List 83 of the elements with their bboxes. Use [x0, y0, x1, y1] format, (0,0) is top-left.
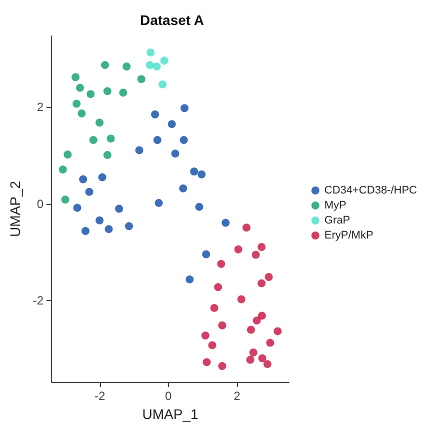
- x-axis-title: UMAP_1: [142, 406, 199, 422]
- point: [73, 204, 82, 212]
- point: [210, 304, 218, 312]
- point: [98, 173, 106, 182]
- point: [106, 134, 115, 143]
- point: [78, 109, 86, 118]
- point: [146, 48, 155, 56]
- point: [104, 225, 113, 234]
- point: [217, 260, 226, 268]
- point: [72, 100, 81, 108]
- point: [252, 316, 261, 325]
- point: [135, 146, 144, 154]
- point: [274, 327, 282, 336]
- point: [198, 170, 206, 178]
- point: [89, 136, 98, 144]
- point: [86, 90, 95, 98]
- point: [252, 250, 260, 259]
- point: [222, 218, 230, 227]
- point: [168, 120, 176, 128]
- point: [61, 196, 70, 204]
- point: [249, 348, 258, 356]
- chart-title: Dataset A: [140, 12, 204, 28]
- point: [160, 56, 168, 65]
- point: [180, 104, 189, 112]
- point: [242, 224, 251, 232]
- point: [258, 242, 266, 251]
- point: [76, 84, 84, 92]
- point: [214, 283, 222, 292]
- point: [263, 360, 272, 368]
- point: [201, 332, 210, 340]
- point: [246, 356, 254, 364]
- point: [137, 75, 146, 84]
- y-tick-label: -2: [32, 294, 44, 308]
- point: [258, 312, 266, 320]
- legend-label: CD34+CD38-/HPC: [324, 184, 418, 196]
- point: [154, 198, 163, 207]
- point: [258, 354, 266, 362]
- legend-label: MyP: [324, 200, 346, 212]
- x-tick-label: -2: [94, 389, 106, 403]
- point: [146, 61, 154, 70]
- point: [96, 118, 104, 127]
- point: [64, 150, 72, 159]
- point: [179, 184, 188, 192]
- point: [171, 150, 180, 158]
- point: [218, 321, 226, 330]
- point: [122, 62, 131, 70]
- point: [186, 275, 194, 284]
- point: [151, 110, 160, 118]
- point: [153, 136, 162, 144]
- point: [152, 62, 161, 70]
- point: [81, 227, 90, 236]
- point: [208, 341, 216, 350]
- point: [266, 338, 274, 347]
- point: [125, 222, 133, 230]
- point: [115, 204, 124, 213]
- point: [96, 216, 104, 224]
- point: [180, 136, 188, 144]
- point: [79, 175, 88, 184]
- legend-label: EryP/MkP: [324, 230, 374, 242]
- legend-label: GraP: [324, 214, 350, 226]
- point: [190, 168, 198, 176]
- x-tick-label: 2: [234, 389, 241, 403]
- point: [101, 61, 110, 70]
- point: [218, 362, 226, 370]
- y-tick-label: 2: [36, 100, 44, 114]
- y-tick-label: 0: [36, 196, 44, 211]
- point: [103, 87, 112, 96]
- point: [237, 295, 246, 304]
- point: [103, 151, 112, 160]
- point: [258, 279, 266, 288]
- point: [72, 73, 80, 82]
- point: [264, 272, 273, 281]
- y-axis-title: UMAP_2: [7, 180, 23, 238]
- point: [58, 166, 67, 174]
- point: [195, 202, 204, 211]
- x-tick-label: 0: [165, 389, 172, 403]
- point: [119, 88, 128, 97]
- point: [85, 188, 94, 196]
- point: [234, 245, 242, 254]
- point: [158, 80, 167, 88]
- point: [202, 358, 211, 366]
- point: [246, 326, 255, 334]
- point: [202, 250, 210, 258]
